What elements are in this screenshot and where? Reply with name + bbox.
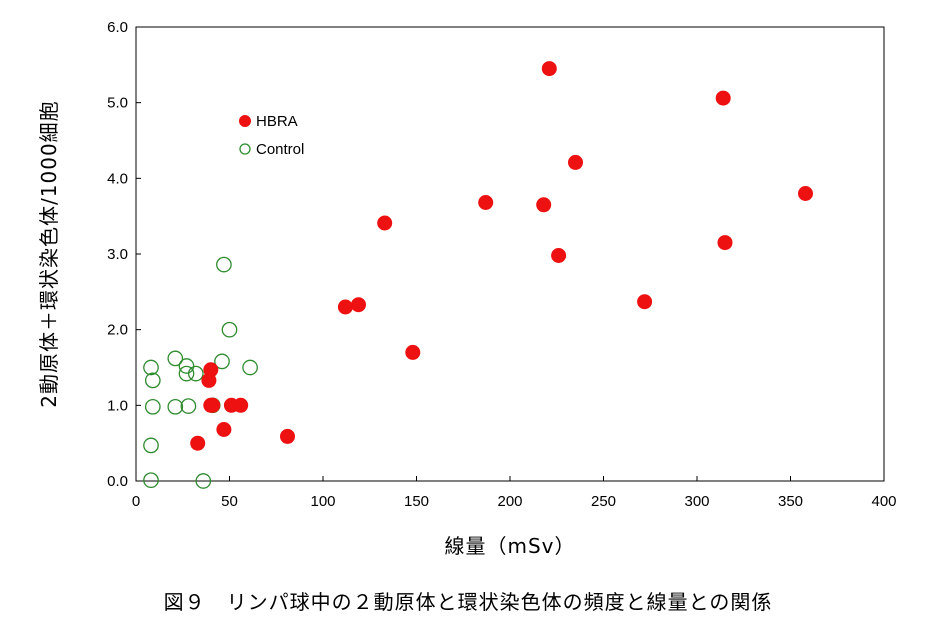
point-control — [144, 372, 161, 389]
point-control — [143, 472, 159, 489]
point-hbra — [205, 397, 221, 413]
legend: HBRA Control — [239, 113, 304, 158]
plot-area — [135, 26, 885, 482]
x-tick-label: 0 — [132, 493, 140, 510]
point-control — [216, 256, 232, 273]
x-tick-label: 150 — [404, 493, 429, 510]
y-tick-label: 6.0 — [107, 19, 128, 36]
legend-label-control: Control — [256, 141, 304, 158]
point-hbra — [280, 428, 295, 444]
figure-caption: 図９ リンパ球中の２動原体と環状染色体の頻度と線量との関係 — [163, 590, 773, 614]
point-control — [178, 365, 195, 382]
point-hbra — [405, 344, 421, 360]
legend-label-hbra: HBRA — [256, 113, 298, 130]
point-control — [180, 398, 197, 414]
x-tick-label: 200 — [497, 493, 522, 510]
point-hbra — [201, 372, 217, 388]
y-tick-label: 4.0 — [107, 170, 128, 187]
point-hbra — [637, 294, 653, 310]
point-hbra — [715, 90, 731, 106]
point-control — [167, 350, 184, 367]
legend-marker-hbra — [239, 115, 251, 127]
point-control — [187, 365, 204, 382]
point-hbra — [717, 235, 733, 251]
point-control — [178, 358, 195, 374]
point-control — [144, 398, 161, 415]
point-hbra — [798, 186, 813, 201]
y-tick-label: 2.0 — [107, 322, 128, 339]
point-hbra — [568, 154, 583, 170]
legend-marker-control — [239, 143, 251, 155]
y-axis-label: 2動原体＋環状染色体/1000細胞 — [37, 100, 61, 407]
point-hbra — [233, 397, 249, 413]
point-control — [167, 398, 184, 415]
x-tick-label: 50 — [221, 493, 238, 510]
point-hbra — [190, 435, 206, 451]
point-control — [221, 321, 238, 338]
x-tick-label: 350 — [778, 493, 803, 510]
point-hbra — [551, 248, 567, 263]
y-axis-ticks: 0.0 1.0 2.0 3.0 4.0 5.0 6.0 — [107, 19, 141, 490]
y-tick-label: 1.0 — [107, 397, 128, 414]
x-axis-ticks: 0 50 100 150 200 250 300 350 400 — [132, 476, 897, 510]
x-tick-label: 300 — [684, 493, 709, 510]
y-tick-label: 3.0 — [107, 246, 128, 263]
point-control — [143, 437, 159, 454]
point-hbra — [351, 297, 366, 313]
data-points — [143, 61, 813, 489]
x-tick-label: 250 — [591, 493, 616, 510]
point-control — [242, 359, 258, 376]
point-hbra — [377, 215, 393, 231]
point-hbra — [337, 299, 353, 315]
point-control — [195, 473, 212, 489]
point-hbra — [478, 195, 494, 210]
x-tick-label: 400 — [871, 493, 896, 510]
point-hbra — [541, 61, 557, 77]
y-tick-label: 5.0 — [107, 95, 128, 112]
point-hbra — [536, 197, 552, 213]
point-control — [143, 359, 159, 376]
point-control — [214, 353, 230, 370]
point-hbra — [216, 422, 232, 437]
y-tick-label: 0.0 — [107, 473, 128, 490]
scatter-chart: 0.0 1.0 2.0 3.0 4.0 5.0 6.0 0 50 100 150 200 250 300… — [37, 19, 897, 558]
x-tick-label: 100 — [310, 493, 335, 510]
x-axis-label: 線量（mSv） — [444, 534, 575, 558]
